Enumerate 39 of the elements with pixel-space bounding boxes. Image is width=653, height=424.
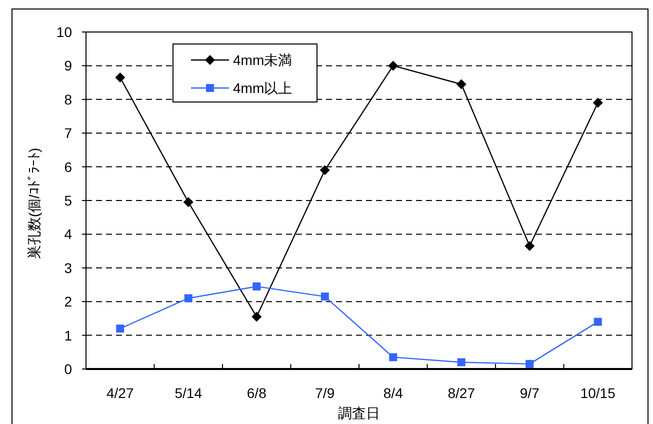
point (388, 60, 398, 71)
point (184, 294, 192, 302)
point (389, 353, 398, 362)
point (592, 98, 603, 108)
legend-label: 4mm以上 (233, 80, 292, 96)
y-tick-label: 10 (56, 24, 72, 40)
y-axis-title: 巣孔数(個/ｺﾄﾞﾗｰﾄ) (26, 148, 42, 260)
y-tick-label: 4 (64, 226, 72, 242)
point (252, 282, 261, 290)
x-tick-label: 4/27 (106, 385, 134, 401)
legend-label: 4mm未満 (233, 52, 292, 68)
y-tick-label: 2 (64, 294, 72, 310)
point (524, 240, 535, 251)
x-tick-label: 8/4 (383, 385, 404, 401)
point (252, 312, 262, 322)
y-tick-label: 7 (64, 125, 72, 142)
x-tick-label: 6/8 (246, 385, 267, 401)
x-tick-label: 7/9 (315, 385, 335, 401)
point (183, 197, 194, 208)
y-tick-label: 5 (64, 192, 72, 208)
point (594, 318, 602, 326)
x-tick-label: 9/7 (520, 385, 540, 401)
point (320, 292, 329, 301)
x-axis-title: 調査日 (338, 405, 380, 421)
point (456, 79, 466, 90)
x-tick-label: 5/14 (174, 385, 202, 401)
y-tick-label: 1 (64, 327, 72, 344)
y-tick-label: 3 (64, 260, 72, 276)
y-tick-label: 8 (64, 91, 72, 108)
x-tick-label: 8/27 (448, 385, 476, 401)
point (115, 72, 126, 82)
point (457, 358, 466, 366)
x-tick-label: 10/15 (580, 385, 616, 401)
y-tick-label: 0 (64, 361, 72, 377)
y-tick-label: 9 (64, 58, 72, 74)
point (526, 360, 534, 368)
y-tick-label: 6 (64, 158, 72, 175)
point (320, 165, 330, 176)
point (116, 324, 124, 333)
